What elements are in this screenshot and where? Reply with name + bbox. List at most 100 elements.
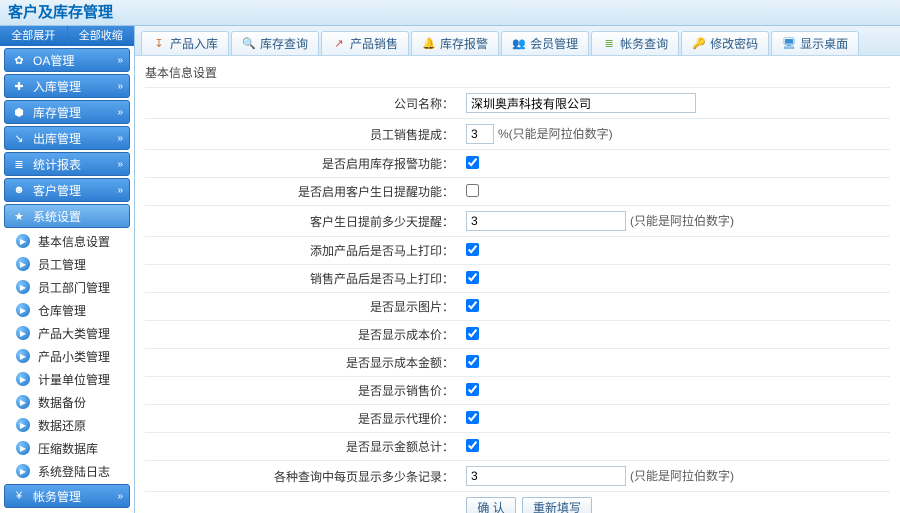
checkbox-7[interactable] <box>466 299 479 312</box>
reset-button[interactable]: 重新填写 <box>522 497 592 513</box>
checkbox-6[interactable] <box>466 271 479 284</box>
form-row-12: 是否显示金额总计： <box>145 433 890 461</box>
collapse-all-button[interactable]: 全部收缩 <box>68 26 135 46</box>
play-icon: ▶ <box>16 349 30 363</box>
play-icon: ▶ <box>16 303 30 317</box>
form-field <box>460 150 890 178</box>
checkbox-3[interactable] <box>466 184 479 197</box>
form-field: (只能是阿拉伯数字) <box>460 461 890 492</box>
tab-label: 产品入库 <box>170 35 218 52</box>
sidebar-item-2[interactable]: ▶员工部门管理 <box>4 276 130 298</box>
text-input-1[interactable] <box>466 124 494 144</box>
form-row-1: 员工销售提成： %(只能是阿拉伯数字) <box>145 119 890 150</box>
play-icon: ▶ <box>16 441 30 455</box>
sidebar-item-label: 仓库管理 <box>38 302 86 319</box>
form-row-10: 是否显示销售价： <box>145 377 890 405</box>
tab-4[interactable]: 👥会员管理 <box>501 31 589 55</box>
tab-label: 库存查询 <box>260 35 308 52</box>
tab-6[interactable]: 🔑修改密码 <box>681 31 769 55</box>
sidebar-item-0[interactable]: ▶基本信息设置 <box>4 230 130 252</box>
page-title: 客户及库存管理 <box>0 0 900 26</box>
tab-label: 产品销售 <box>350 35 398 52</box>
checkbox-8[interactable] <box>466 327 479 340</box>
nav-group-5[interactable]: ☻客户管理» <box>4 178 130 202</box>
sidebar-item-1[interactable]: ▶ 员工管理 <box>4 253 130 275</box>
tab-1[interactable]: 🔍库存查询 <box>231 31 319 55</box>
tab-2[interactable]: ↗产品销售 <box>321 31 409 55</box>
nav-group-0[interactable]: ✿OA管理» <box>4 48 130 72</box>
nav-group-icon: ☻ <box>11 184 27 196</box>
form-row-8: 是否显示成本价： <box>145 321 890 349</box>
nav-group-6[interactable]: ★系统设置 <box>4 204 130 228</box>
sidebar-item-9[interactable]: ▶压缩数据库 <box>4 437 130 459</box>
nav-group-icon: ¥ <box>11 490 27 502</box>
nav-group-label: OA管理 <box>33 52 117 69</box>
sidebar-item-4[interactable]: ▶产品大类管理 <box>4 322 130 344</box>
tab-label: 显示桌面 <box>800 35 848 52</box>
sidebar-item-label: 数据还原 <box>38 417 86 434</box>
tabbar: ↧产品入库🔍库存查询↗产品销售🔔库存报警👥会员管理≣帐务查询🔑修改密码🖥显示桌面 <box>135 26 900 56</box>
tab-icon: 🔑 <box>692 37 706 50</box>
expand-all-button[interactable]: 全部展开 <box>0 26 68 46</box>
chevron-right-icon: » <box>117 491 123 502</box>
form-row-6: 销售产品后是否马上打印： <box>145 265 890 293</box>
form-label: 销售产品后是否马上打印： <box>145 265 460 293</box>
form-field <box>460 178 890 206</box>
text-input-13[interactable] <box>466 466 626 486</box>
chevron-right-icon: » <box>117 185 123 196</box>
form-label: 公司名称： <box>145 88 460 119</box>
text-input-0[interactable] <box>466 93 696 113</box>
form-buttons-row: 确 认重新填写 <box>145 492 890 513</box>
checkbox-10[interactable] <box>466 383 479 396</box>
tab-3[interactable]: 🔔库存报警 <box>411 31 499 55</box>
tab-5[interactable]: ≣帐务查询 <box>591 31 679 55</box>
sidebar: 全部展开 全部收缩 ✿OA管理»✚入库管理»⬢库存管理»↘出库管理»≣统计报表»… <box>0 26 135 513</box>
nav-group-footer[interactable]: ¥帐务管理» <box>4 484 130 508</box>
checkbox-2[interactable] <box>466 156 479 169</box>
sidebar-item-3[interactable]: ▶ 仓库管理 <box>4 299 130 321</box>
nav-group-label: 统计报表 <box>33 156 117 173</box>
field-hint: %(只能是阿拉伯数字) <box>498 127 613 141</box>
form-field <box>460 433 890 461</box>
field-hint: (只能是阿拉伯数字) <box>630 214 734 228</box>
confirm-button[interactable]: 确 认 <box>466 497 516 513</box>
tab-0[interactable]: ↧产品入库 <box>141 31 229 55</box>
form-field: %(只能是阿拉伯数字) <box>460 119 890 150</box>
play-icon: ▶ <box>16 418 30 432</box>
sidebar-item-label: 员工部门管理 <box>38 279 110 296</box>
form-label: 客户生日提前多少天提醒： <box>145 206 460 237</box>
tab-7[interactable]: 🖥显示桌面 <box>771 31 859 55</box>
play-icon: ▶ <box>16 257 30 271</box>
form-label: 是否显示代理价： <box>145 405 460 433</box>
sidebar-item-5[interactable]: ▶ 产品小类管理 <box>4 345 130 367</box>
tab-label: 帐务查询 <box>620 35 668 52</box>
nav-group-3[interactable]: ↘出库管理» <box>4 126 130 150</box>
checkbox-9[interactable] <box>466 355 479 368</box>
sidebar-item-label: 产品小类管理 <box>38 348 110 365</box>
sidebar-item-label: 产品大类管理 <box>38 325 110 342</box>
nav-group-4[interactable]: ≣统计报表» <box>4 152 130 176</box>
nav-group-1[interactable]: ✚入库管理» <box>4 74 130 98</box>
sidebar-item-8[interactable]: ▶ 数据还原 <box>4 414 130 436</box>
sidebar-item-label: 系统登陆日志 <box>38 463 110 480</box>
sidebar-item-10[interactable]: ▶系统登陆日志 <box>4 460 130 482</box>
field-hint: (只能是阿拉伯数字) <box>630 469 734 483</box>
form-field <box>460 265 890 293</box>
form-field <box>460 293 890 321</box>
sidebar-item-label: 员工管理 <box>38 256 86 273</box>
nav-group-label: 库存管理 <box>33 104 117 121</box>
form-row-11: 是否显示代理价： <box>145 405 890 433</box>
form-label: 是否显示销售价： <box>145 377 460 405</box>
checkbox-11[interactable] <box>466 411 479 424</box>
form-row-4: 客户生日提前多少天提醒： (只能是阿拉伯数字) <box>145 206 890 237</box>
checkbox-5[interactable] <box>466 243 479 256</box>
text-input-4[interactable] <box>466 211 626 231</box>
checkbox-12[interactable] <box>466 439 479 452</box>
nav-group-icon: ✚ <box>11 80 27 93</box>
sidebar-item-6[interactable]: ▶计量单位管理 <box>4 368 130 390</box>
nav-group-2[interactable]: ⬢库存管理» <box>4 100 130 124</box>
form-label: 是否显示成本金额： <box>145 349 460 377</box>
form-label: 员工销售提成： <box>145 119 460 150</box>
sidebar-item-7[interactable]: ▶数据备份 <box>4 391 130 413</box>
chevron-right-icon: » <box>117 159 123 170</box>
